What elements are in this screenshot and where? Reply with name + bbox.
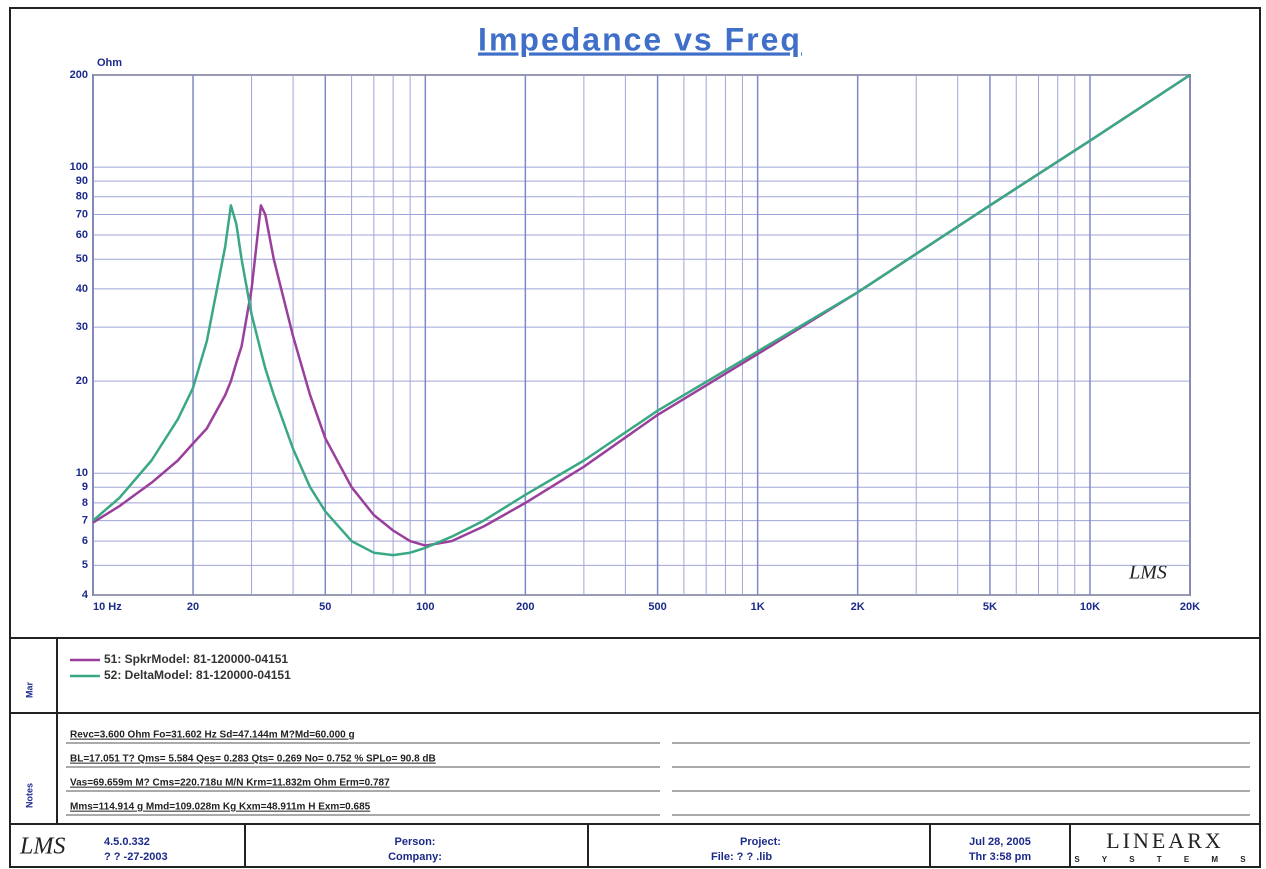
date: Jul 28, 2005: [969, 836, 1031, 848]
y-tick-label: 80: [76, 191, 88, 203]
x-tick-label: 1K: [751, 601, 765, 613]
y-tick-label: 40: [76, 283, 88, 295]
x-tick-label: 200: [516, 601, 534, 613]
y-tick-label: 30: [76, 321, 88, 333]
time: Thr 3:58 pm: [969, 851, 1032, 863]
y-unit: Ohm: [97, 57, 122, 69]
x-tick-label: 2K: [851, 601, 865, 613]
person: Person:: [395, 836, 436, 848]
note-line: Revc=3.600 Ohm Fo=31.602 Hz Sd=47.144m M…: [70, 730, 355, 741]
brand-sub: S Y S T E M S: [1074, 855, 1255, 864]
y-tick-label: 5: [82, 559, 88, 571]
legend-label: 52: DeltaModel: 81-120000-04151: [104, 668, 291, 682]
y-tick-label: 8: [82, 497, 88, 509]
series-line: [92, 73, 1191, 557]
footer-logo: LMS: [19, 834, 65, 860]
x-tick-label: 10 Hz: [93, 601, 122, 613]
x-tick-label: 500: [648, 601, 666, 613]
x-tick-label: 100: [416, 601, 434, 613]
x-tick-label: 10K: [1080, 601, 1100, 613]
y-tick-label: 60: [76, 229, 88, 241]
x-tick-label: 5K: [983, 601, 997, 613]
y-tick-label: 10: [76, 467, 88, 479]
version: 4.5.0.332: [104, 836, 150, 848]
y-tick-label: 9: [82, 481, 88, 493]
marker-label: Mar: [24, 681, 34, 698]
legend-label: 51: SpkrModel: 81-120000-04151: [104, 652, 288, 666]
note-line: Vas=69.659m M? Cms=220.718u M/N Krm=11.8…: [70, 778, 390, 789]
chart-title: Impedance vs Freq: [478, 21, 802, 57]
note-line: BL=17.051 T? Qms= 5.584 Qes= 0.283 Qts= …: [70, 754, 436, 765]
notes-label: Notes: [24, 783, 34, 808]
y-tick-label: 200: [70, 69, 88, 81]
brand: LINEARX: [1106, 828, 1224, 853]
file: File: ? ? .lib: [711, 851, 772, 863]
plot-logo: LMS: [1128, 562, 1167, 584]
y-tick-label: 50: [76, 253, 88, 265]
y-tick-label: 20: [76, 375, 88, 387]
x-tick-label: 20K: [1180, 601, 1200, 613]
y-tick-label: 6: [82, 535, 88, 547]
series-line: [92, 73, 1191, 547]
project: Project:: [740, 836, 781, 848]
company: Company:: [388, 851, 442, 863]
y-tick-label: 7: [82, 515, 88, 527]
y-tick-label: 70: [76, 208, 88, 220]
outer-frame: [9, 7, 1261, 868]
y-tick-label: 4: [82, 589, 89, 601]
y-tick-label: 90: [76, 175, 88, 187]
y-tick-label: 100: [70, 161, 88, 173]
note-line: Mms=114.914 g Mmd=109.028m Kg Kxm=48.911…: [70, 802, 371, 813]
x-tick-label: 50: [319, 601, 331, 613]
version-date: ? ? -27-2003: [104, 851, 168, 863]
x-tick-label: 20: [187, 601, 199, 613]
